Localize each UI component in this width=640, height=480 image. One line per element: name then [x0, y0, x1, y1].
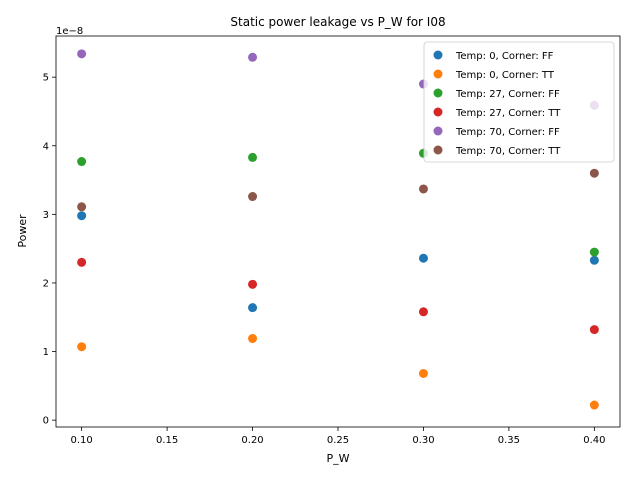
data-point-series-1	[77, 342, 87, 352]
data-point-series-5	[589, 168, 599, 178]
data-point-series-4	[77, 49, 87, 59]
data-point-series-2	[248, 152, 258, 162]
y-tick-label: 0	[43, 416, 49, 427]
y-tick-label: 2	[43, 278, 49, 289]
legend-box	[423, 41, 615, 163]
legend-marker	[433, 88, 443, 98]
chart-title: Static power leakage vs P_W for I08	[230, 15, 445, 29]
data-point-series-3	[77, 257, 87, 267]
legend-marker	[433, 107, 443, 117]
legend-marker	[433, 126, 443, 136]
x-tick-label: 0.35	[498, 435, 520, 446]
data-point-series-1	[418, 368, 428, 378]
data-point-series-5	[77, 202, 87, 212]
data-point-series-2	[589, 247, 599, 257]
y-axis-label: Power	[16, 214, 29, 248]
data-point-series-1	[589, 400, 599, 410]
x-tick-label: 0.25	[327, 435, 349, 446]
data-points	[77, 49, 599, 410]
data-point-series-1	[248, 334, 258, 344]
data-point-series-0	[248, 303, 258, 313]
y-tick-label: 4	[43, 141, 49, 152]
y-axis-offset-label: 1e−8	[56, 26, 83, 37]
legend-label: Temp: 27, Corner: FF	[455, 89, 560, 100]
x-tick-label: 0.15	[156, 435, 178, 446]
data-point-series-3	[418, 307, 428, 317]
x-axis-label: P_W	[326, 452, 349, 465]
legend-marker	[433, 145, 443, 155]
legend-label: Temp: 0, Corner: FF	[455, 51, 554, 62]
legend-marker	[433, 50, 443, 60]
x-tick-label: 0.20	[241, 435, 263, 446]
data-point-series-2	[77, 157, 87, 167]
data-point-series-5	[418, 184, 428, 194]
legend-label: Temp: 27, Corner: TT	[455, 108, 561, 119]
data-point-series-4	[248, 52, 258, 62]
legend-label: Temp: 0, Corner: TT	[455, 70, 555, 81]
legend-label: Temp: 70, Corner: FF	[455, 127, 560, 138]
legend-label: Temp: 70, Corner: TT	[455, 146, 561, 157]
x-tick-label: 0.40	[583, 435, 605, 446]
legend-marker	[433, 69, 443, 79]
plot-frame	[55, 35, 621, 428]
data-point-series-3	[248, 279, 258, 289]
legend: Temp: 0, Corner: FF Temp: 0, Corner: TT Te…	[423, 41, 615, 163]
x-tick-label: 0.10	[71, 435, 93, 446]
y-tick-label: 3	[43, 210, 49, 221]
data-point-series-0	[589, 255, 599, 265]
x-tick-label: 0.30	[412, 435, 434, 446]
data-point-series-3	[589, 325, 599, 335]
y-tick-label: 5	[43, 73, 49, 84]
data-point-series-0	[418, 253, 428, 263]
data-point-series-0	[77, 211, 87, 221]
axis-ticks: 0.10 0.15 0.20 0.25 0.30 0.35 0.40 0 1 2 3 4 5	[43, 73, 606, 446]
y-tick-label: 1	[43, 347, 49, 358]
data-point-series-5	[248, 192, 258, 202]
